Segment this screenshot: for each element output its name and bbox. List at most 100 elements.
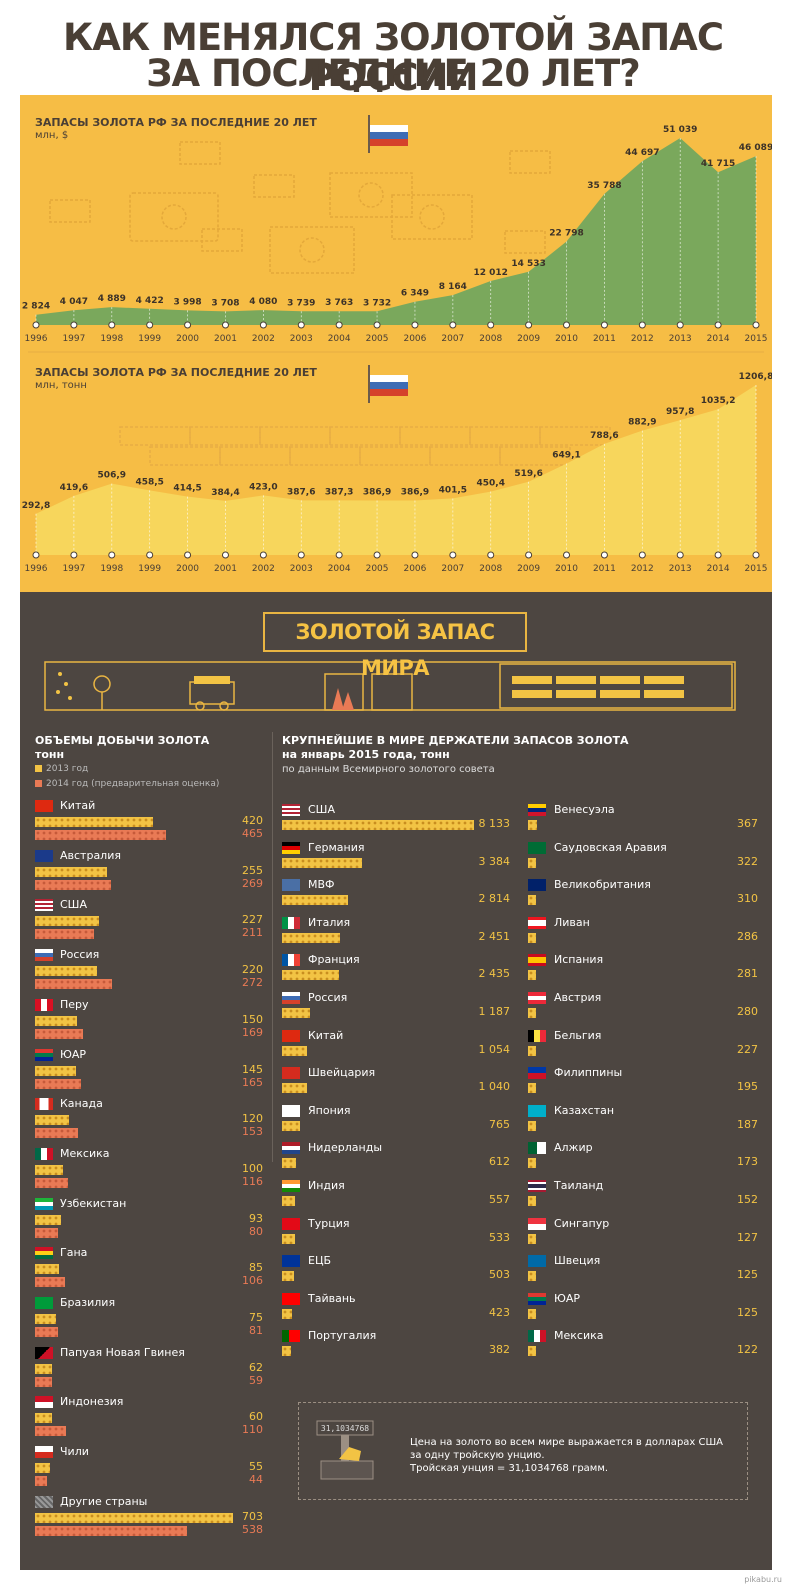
mining-country-name: Бразилия: [60, 1296, 116, 1309]
value-2013: 703: [242, 1509, 263, 1523]
bar-2014: [35, 1227, 58, 1238]
value-2014: 538: [242, 1522, 263, 1536]
holder-value: 503: [489, 1268, 510, 1282]
holder-flag-icon: [528, 1217, 546, 1230]
holder-flag-icon: [528, 1330, 546, 1343]
holder-bar: [528, 1308, 536, 1319]
holder-bar: [282, 820, 474, 830]
value-2014: 116: [242, 1174, 263, 1188]
russia-charts-panel: 1996 2 824 1997 4 047 1998 4 889 1999 4 422 2000…: [20, 95, 772, 592]
page-title-line1: КАК МЕНЯЛСЯ ЗОЛОТОЙ ЗАПАС РОССИИ: [63, 16, 724, 99]
holder-value: 1 040: [478, 1080, 511, 1094]
tonnes-year-label: 2002: [252, 564, 275, 574]
usd-value-label: 4 422: [136, 296, 164, 306]
legend-2014: 2014 год (предварительная оценка): [35, 779, 219, 789]
tonnes-value-label: 450,4: [477, 479, 505, 489]
usd-year-label: 2007: [441, 334, 464, 344]
usd-year-label: 2001: [214, 334, 237, 344]
holder-bar: [282, 1346, 292, 1357]
chart1-unit: млн, $: [35, 130, 69, 141]
country-flag-icon: [35, 849, 53, 862]
value-2014: 269: [242, 876, 263, 890]
holder-name: США: [308, 803, 335, 816]
tonnes-year-label: 2012: [631, 564, 654, 574]
usd-year-label: 2012: [631, 334, 654, 344]
usd-point: [259, 321, 267, 329]
usd-value-label: 3 732: [363, 298, 391, 308]
usd-point: [411, 321, 419, 329]
bar-2013: [35, 1214, 62, 1225]
usd-point: [638, 321, 646, 329]
holder-name: Мексика: [554, 1329, 604, 1343]
country-flag-icon: [35, 1446, 53, 1459]
mine-cart-icon: [189, 681, 235, 705]
bar-2014: [35, 1128, 79, 1139]
usd-point: [563, 321, 571, 329]
usd-year-label: 2013: [669, 334, 692, 344]
tonnes-value-label: 423,0: [249, 482, 277, 492]
tonnes-point: [638, 551, 646, 559]
tonnes-value-label: 387,3: [325, 487, 353, 497]
country-flag-icon: [35, 1247, 53, 1260]
value-2014: 80: [249, 1224, 263, 1238]
tonnes-point: [259, 551, 267, 559]
country-flag-icon: [35, 949, 53, 962]
usd-value-label: 3 763: [325, 298, 353, 308]
gold-bars-icon: [119, 426, 611, 466]
usd-year-label: 2010: [555, 334, 578, 344]
holder-value: 227: [737, 1042, 758, 1056]
usd-point: [525, 321, 533, 329]
holder-bar: [282, 1233, 295, 1244]
tonnes-value-label: 292,8: [22, 501, 50, 511]
usd-value-label: 22 798: [549, 228, 583, 238]
holder-name: ЮАР: [554, 1291, 581, 1305]
holder-name: Турция: [308, 1216, 350, 1230]
bar-2014: [35, 1177, 68, 1188]
gold-price-note: 31,1034768: [298, 1402, 748, 1500]
usd-year-label: 1999: [138, 334, 161, 344]
usd-point: [449, 321, 457, 329]
holder-bar: [528, 1233, 536, 1244]
usd-point: [32, 321, 40, 329]
usd-year-label: 2008: [479, 334, 502, 344]
usd-value-label: 35 788: [587, 181, 621, 191]
bar-2014: [35, 830, 166, 840]
holder-bar: [282, 1120, 301, 1131]
usd-point: [335, 321, 343, 329]
tonnes-year-label: 2011: [593, 564, 616, 574]
usd-value-label: 4 047: [60, 297, 88, 307]
tonnes-point: [108, 551, 116, 559]
holder-value: 533: [489, 1230, 510, 1244]
value-2013: 100: [242, 1161, 263, 1175]
tonnes-point: [297, 551, 305, 559]
value-2014: 59: [249, 1373, 263, 1387]
tonnes-year-label: 1999: [138, 564, 161, 574]
country-flag-icon: [35, 1297, 53, 1309]
usd-point: [221, 321, 229, 329]
value-2014: 169: [242, 1025, 263, 1039]
fire-icon: [332, 688, 354, 710]
holder-name: Индия: [308, 1179, 345, 1192]
holder-value: 173: [737, 1155, 758, 1169]
holder-bar: [528, 932, 536, 943]
tonnes-year-label: 2001: [214, 564, 237, 574]
holder-bar: [282, 1045, 307, 1056]
tonnes-year-label: 2004: [328, 564, 351, 574]
mining-country-name: Индонезия: [60, 1395, 124, 1409]
holder-bar: [528, 1045, 536, 1056]
holder-value: 2 814: [478, 892, 511, 906]
usd-year-label: 2005: [366, 334, 389, 344]
holder-value: 1 054: [478, 1042, 511, 1056]
usd-point: [373, 321, 381, 329]
holder-value: 2 435: [478, 967, 511, 981]
usd-point: [70, 321, 78, 329]
usd-value-label: 6 349: [401, 289, 429, 299]
value-2013: 75: [249, 1311, 263, 1324]
usd-year-label: 2014: [707, 334, 730, 344]
country-flag-icon: [35, 899, 53, 912]
value-2013: 62: [249, 1360, 263, 1374]
value-2013: 420: [242, 814, 263, 827]
bar-2014: [35, 1426, 66, 1437]
tonnes-value-label: 649,1: [552, 451, 580, 461]
tonnes-value-label: 957,8: [666, 407, 694, 417]
